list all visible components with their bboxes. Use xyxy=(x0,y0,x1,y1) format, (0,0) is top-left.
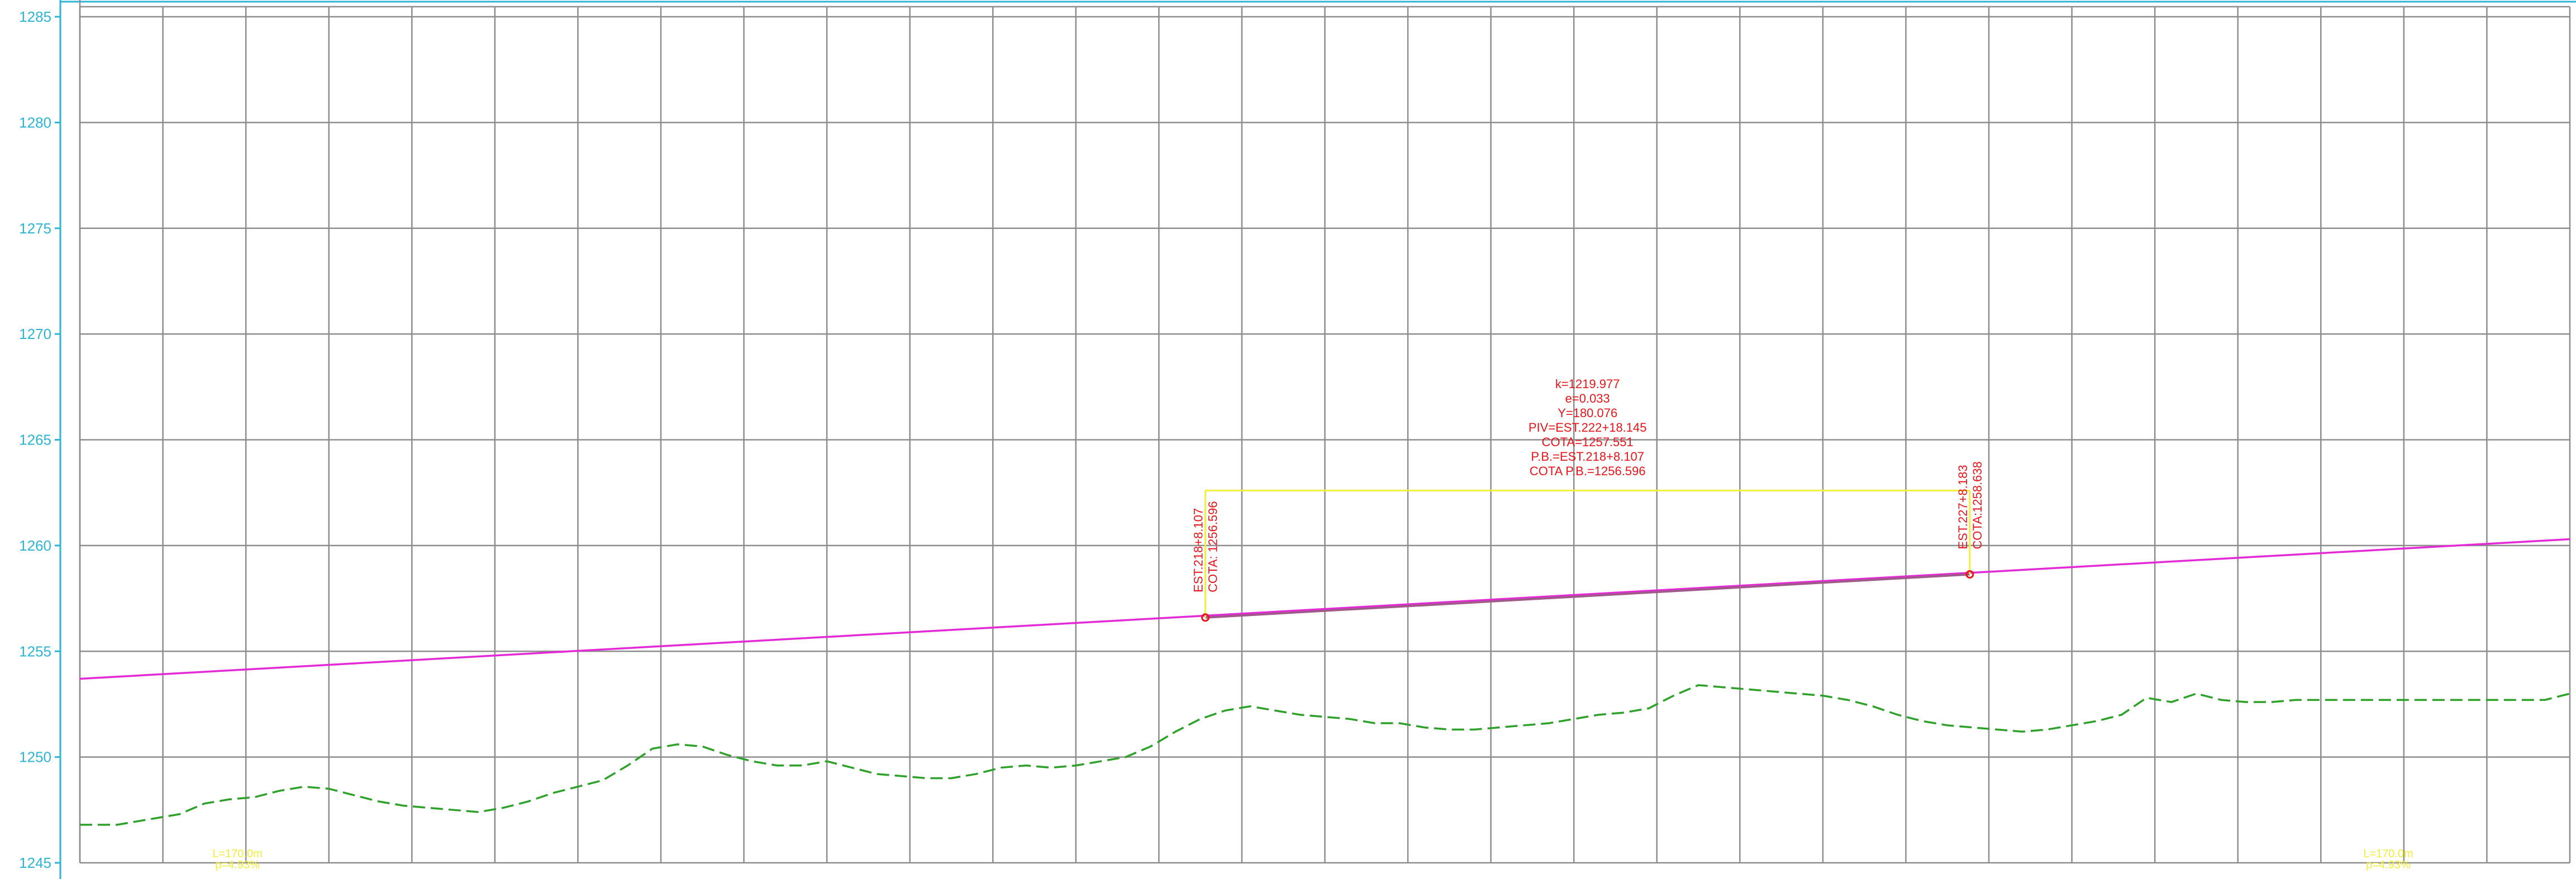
curve-data-line: COTA P.B.=1256.596 xyxy=(1530,464,1646,478)
y-tick-label: 1285 xyxy=(19,8,51,25)
y-tick-label: 1250 xyxy=(19,749,51,766)
y-tick-label: 1245 xyxy=(19,854,51,871)
pt-label: EST.227+8.183 COTA:1258.638 xyxy=(1956,461,1984,549)
pt-label-line: EST.227+8.183 xyxy=(1956,465,1970,549)
pc-marker xyxy=(1201,613,1210,622)
y-tick-label: 1255 xyxy=(19,643,51,660)
curve-data-line: Y=180.076 xyxy=(1558,406,1617,420)
pc-label: EST.218+8.107 COTA: 1256.596 xyxy=(1192,501,1220,592)
pc-label-line: COTA: 1256.596 xyxy=(1206,501,1220,592)
bottom-right-note: p=4.93% xyxy=(2366,859,2411,871)
curve-segment xyxy=(1205,573,1970,619)
series-layer xyxy=(79,538,2570,826)
y-tick-label: 1280 xyxy=(19,114,51,131)
curve-data-line: e=0.033 xyxy=(1565,391,1610,405)
annotations: EST.218+8.107 COTA: 1256.596 EST.227+8.183… xyxy=(212,377,2413,871)
pc-label-line: EST.218+8.107 xyxy=(1192,508,1206,593)
y-axis-ticks: 1285 1280 1275 1270 1265 1260 1255 1250 1245 xyxy=(19,8,60,871)
bottom-left-note: L=170.0m xyxy=(212,848,263,860)
y-tick-label: 1265 xyxy=(19,432,51,448)
y-tick-label: 1270 xyxy=(19,326,51,342)
bottom-right-note: L=170.0m xyxy=(2363,848,2413,860)
bottom-left-note: p=4.93% xyxy=(215,859,260,871)
pt-label-line: COTA:1258.638 xyxy=(1970,461,1984,549)
curve-data-line: COTA=1257.551 xyxy=(1542,435,1634,449)
terrain-line xyxy=(80,684,2570,826)
pt-marker xyxy=(1965,570,1974,579)
grid-lines xyxy=(79,6,2571,864)
y-tick-label: 1275 xyxy=(19,220,51,237)
curve-data-line: P.B.=EST.218+8.107 xyxy=(1531,450,1644,464)
y-tick-label: 1260 xyxy=(19,537,51,554)
curve-data-line: k=1219.977 xyxy=(1555,377,1620,391)
vertical-curve xyxy=(1201,489,1974,622)
curve-data-line: PIV=EST.222+18.145 xyxy=(1529,421,1647,434)
grade-line xyxy=(79,538,2570,680)
